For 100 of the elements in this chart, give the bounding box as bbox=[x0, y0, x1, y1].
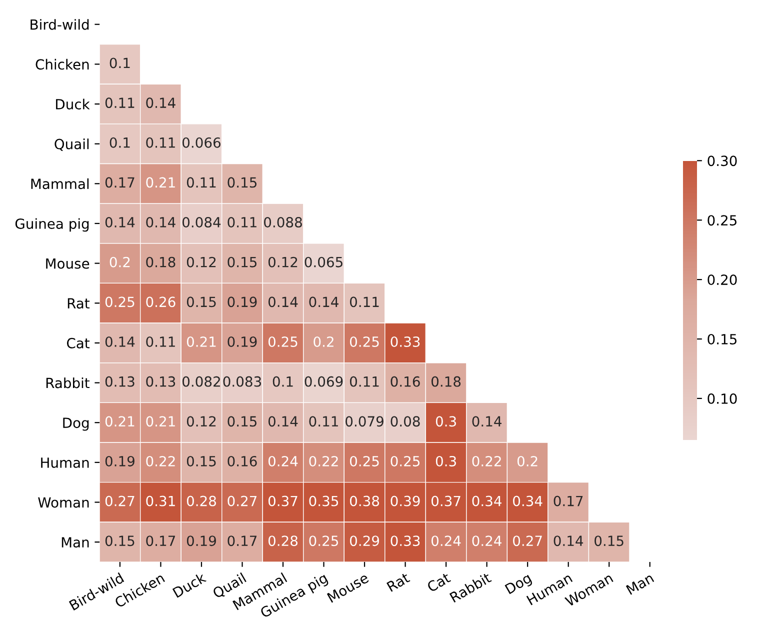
data-label: 0.14 bbox=[146, 98, 176, 108]
data-label: 0.1 bbox=[110, 137, 130, 148]
data-label: 0.22 bbox=[309, 456, 338, 466]
data-label: 0.14 bbox=[105, 217, 135, 228]
data-label: 0.079 bbox=[346, 416, 384, 427]
data-label: 0.16 bbox=[228, 456, 257, 466]
data-label: 0.083 bbox=[223, 376, 262, 387]
data-label: 0.28 bbox=[186, 496, 216, 506]
y-tick-label: Woman bbox=[38, 497, 89, 508]
data-label: 0.17 bbox=[554, 496, 583, 506]
data-label: 0.31 bbox=[146, 496, 175, 506]
data-label: 0.15 bbox=[228, 177, 256, 188]
data-label: 0.11 bbox=[350, 296, 379, 308]
y-tick-label: Chicken bbox=[36, 58, 89, 70]
data-label: 0.088 bbox=[264, 217, 302, 228]
data-label: 0.13 bbox=[105, 376, 134, 387]
y-tick-label: Rat bbox=[68, 298, 90, 309]
data-label: 0.11 bbox=[105, 98, 134, 108]
data-label: 0.11 bbox=[146, 137, 175, 148]
data-label: 0.25 bbox=[105, 296, 134, 308]
data-label: 0.084 bbox=[182, 217, 221, 228]
data-label: 0.065 bbox=[304, 256, 342, 268]
data-label: 0.34 bbox=[472, 496, 502, 506]
data-label: 0.19 bbox=[228, 336, 257, 347]
y-tick-label: Bird-wild bbox=[30, 19, 89, 30]
data-label: 0.25 bbox=[350, 456, 379, 466]
data-label: 0.14 bbox=[554, 536, 584, 546]
data-label: 0.25 bbox=[309, 536, 338, 546]
data-label: 0.069 bbox=[304, 376, 343, 387]
y-tick-label: Dog bbox=[63, 418, 89, 431]
color-bar-label: 0.20 bbox=[708, 274, 737, 286]
x-tick-label: Duck bbox=[172, 572, 207, 598]
data-label: 0.15 bbox=[186, 296, 216, 308]
data-label: 0.25 bbox=[350, 336, 379, 347]
data-label: 0.17 bbox=[146, 536, 175, 546]
data-label: 0.11 bbox=[350, 376, 379, 387]
data-label: 0.33 bbox=[390, 336, 420, 347]
data-label: 0.22 bbox=[146, 456, 175, 466]
y-tick-label: Quail bbox=[54, 138, 89, 151]
data-label: 0.3 bbox=[436, 416, 456, 427]
data-label: 0.2 bbox=[517, 456, 538, 466]
data-label: 0.15 bbox=[594, 536, 624, 546]
data-label: 0.15 bbox=[105, 536, 134, 546]
data-label: 0.14 bbox=[472, 416, 502, 427]
data-label: 0.39 bbox=[390, 496, 420, 506]
data-label: 0.14 bbox=[268, 296, 298, 308]
data-label: 0.082 bbox=[182, 376, 220, 387]
data-label: 0.18 bbox=[146, 256, 176, 268]
data-label: 0.19 bbox=[105, 456, 134, 466]
data-label: 0.14 bbox=[146, 217, 176, 228]
data-label: 0.17 bbox=[228, 536, 257, 546]
color-bar-label: 0.15 bbox=[708, 334, 736, 344]
data-label: 0.11 bbox=[309, 416, 338, 427]
color-bar-label: 0.30 bbox=[708, 156, 737, 166]
data-label: 0.24 bbox=[432, 536, 461, 546]
data-label: 0.24 bbox=[268, 456, 298, 466]
data-label: 0.26 bbox=[146, 296, 176, 308]
y-tick-label: Human bbox=[41, 458, 89, 468]
data-label: 0.15 bbox=[228, 256, 256, 268]
data-label: 0.15 bbox=[186, 456, 216, 466]
data-label: 0.16 bbox=[390, 376, 420, 387]
data-label: 0.11 bbox=[186, 177, 216, 188]
data-label: 0.38 bbox=[350, 496, 380, 506]
data-label: 0.27 bbox=[228, 496, 257, 506]
data-label: 0.21 bbox=[146, 177, 175, 188]
data-label: 0.1 bbox=[272, 376, 293, 387]
data-label: 0.2 bbox=[314, 336, 334, 347]
data-label: 0.14 bbox=[309, 296, 338, 308]
data-label: 0.24 bbox=[472, 536, 502, 546]
data-label: 0.34 bbox=[513, 496, 542, 506]
data-label: 0.1 bbox=[110, 58, 130, 68]
data-label: 0.29 bbox=[350, 536, 380, 546]
data-label: 0.37 bbox=[268, 496, 298, 506]
data-label: 0.27 bbox=[105, 496, 134, 506]
y-tick-label: Mouse bbox=[46, 258, 90, 269]
color-bar-label: 0.10 bbox=[708, 393, 737, 404]
data-label: 0.12 bbox=[186, 256, 216, 268]
y-tick-label: Guinea pig bbox=[15, 218, 89, 232]
data-label: 0.37 bbox=[432, 496, 460, 506]
data-label: 0.11 bbox=[228, 217, 256, 228]
y-tick-label: Mammal bbox=[31, 178, 89, 190]
x-tick-label: Rat bbox=[386, 572, 410, 592]
data-label: 0.13 bbox=[146, 376, 176, 387]
data-label: 0.3 bbox=[436, 456, 456, 466]
data-label: 0.12 bbox=[268, 256, 298, 268]
data-label: 0.15 bbox=[228, 416, 256, 427]
data-label: 0.33 bbox=[390, 536, 420, 546]
x-tick-label: Cat bbox=[426, 572, 452, 592]
color-bar-label: 0.25 bbox=[708, 215, 736, 226]
data-label: 0.35 bbox=[309, 496, 338, 506]
data-label: 0.21 bbox=[105, 416, 134, 427]
data-label: 0.22 bbox=[472, 456, 501, 466]
y-tick-label: Duck bbox=[56, 98, 90, 110]
data-label: 0.18 bbox=[432, 376, 461, 387]
data-label: 0.17 bbox=[105, 177, 134, 188]
data-label: 0.25 bbox=[390, 456, 420, 466]
data-label: 0.25 bbox=[268, 336, 298, 347]
data-label: 0.21 bbox=[186, 336, 216, 347]
data-label: 0.21 bbox=[146, 416, 175, 427]
data-label: 0.066 bbox=[182, 137, 220, 148]
